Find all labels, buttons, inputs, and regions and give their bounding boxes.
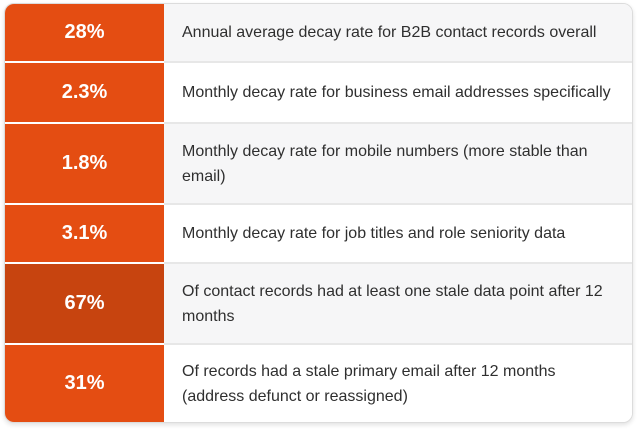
- stat-description: Of records had a stale primary email aft…: [164, 345, 632, 422]
- stat-description: Monthly decay rate for job titles and ro…: [164, 205, 632, 264]
- stat-description: Monthly decay rate for business email ad…: [164, 63, 632, 124]
- stat-description: Monthly decay rate for mobile numbers (m…: [164, 124, 632, 205]
- stat-value-cell: 3.1%: [5, 205, 164, 264]
- table-row-highlighted: 67% Of contact records had at least one …: [5, 264, 632, 345]
- table-row: 3.1% Monthly decay rate for job titles a…: [5, 205, 632, 264]
- table-row: 1.8% Monthly decay rate for mobile numbe…: [5, 124, 632, 205]
- stats-table: 28% Annual average decay rate for B2B co…: [4, 3, 633, 423]
- table-row: 31% Of records had a stale primary email…: [5, 345, 632, 422]
- stat-value-cell: 1.8%: [5, 124, 164, 205]
- stat-value-cell: 28%: [5, 4, 164, 63]
- stat-description: Of contact records had at least one stal…: [164, 264, 632, 345]
- stat-description: Annual average decay rate for B2B contac…: [164, 4, 632, 63]
- stat-value-cell: 67%: [5, 264, 164, 345]
- stat-value-cell: 31%: [5, 345, 164, 422]
- table-row: 2.3% Monthly decay rate for business ema…: [5, 63, 632, 124]
- stat-value-cell: 2.3%: [5, 63, 164, 124]
- table-row: 28% Annual average decay rate for B2B co…: [5, 4, 632, 63]
